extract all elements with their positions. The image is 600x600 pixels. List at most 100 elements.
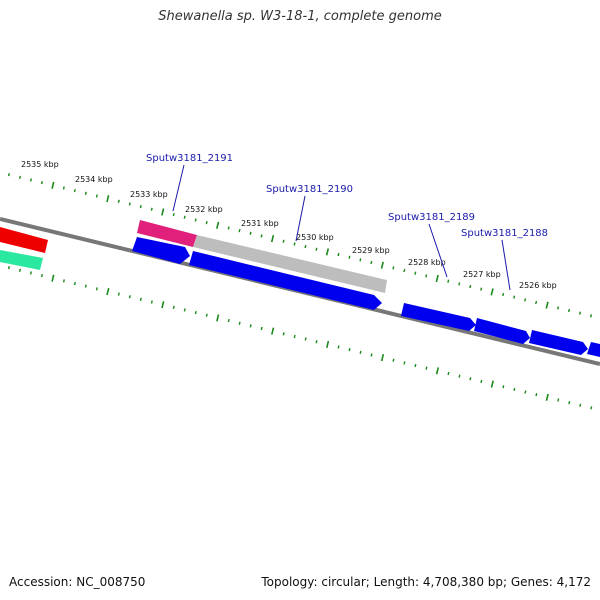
major-tick bbox=[106, 287, 110, 296]
minor-tick bbox=[95, 287, 98, 291]
pseudo-gene-feature[interactable] bbox=[193, 235, 387, 293]
minor-tick bbox=[392, 358, 395, 362]
gene-label[interactable]: Sputw3181_2191 bbox=[146, 153, 233, 164]
minor-tick bbox=[304, 244, 307, 249]
minor-tick bbox=[238, 228, 241, 233]
kbp-label: 2526 kbp bbox=[519, 281, 557, 290]
minor-tick bbox=[414, 271, 417, 275]
gene-feature-2191-forward[interactable] bbox=[137, 220, 197, 247]
minor-tick bbox=[84, 191, 87, 195]
minor-tick bbox=[62, 186, 65, 190]
major-tick bbox=[545, 393, 549, 401]
inner-tick-ring bbox=[7, 266, 593, 410]
minor-tick bbox=[447, 371, 450, 376]
minor-tick bbox=[139, 297, 142, 302]
minor-tick bbox=[7, 173, 10, 177]
major-tick bbox=[51, 274, 55, 282]
minor-tick bbox=[557, 306, 560, 310]
minor-tick bbox=[469, 284, 472, 289]
minor-tick bbox=[194, 218, 197, 222]
minor-tick bbox=[194, 311, 197, 315]
minor-tick bbox=[392, 266, 395, 270]
major-tick bbox=[380, 261, 384, 269]
minor-tick bbox=[238, 321, 241, 325]
red-feature[interactable] bbox=[0, 227, 48, 253]
minor-tick bbox=[293, 242, 296, 246]
minor-tick bbox=[337, 252, 340, 257]
minor-tick bbox=[282, 239, 285, 243]
minor-tick bbox=[568, 308, 571, 313]
minor-tick bbox=[84, 284, 87, 288]
major-tick bbox=[161, 208, 165, 216]
minor-tick bbox=[535, 300, 538, 305]
minor-tick bbox=[29, 271, 32, 275]
minor-tick bbox=[117, 199, 120, 203]
kbp-label: 2531 kbp bbox=[241, 219, 279, 228]
major-tick bbox=[271, 327, 275, 335]
leader-line bbox=[428, 223, 448, 278]
minor-tick bbox=[458, 374, 461, 378]
minor-tick bbox=[425, 274, 428, 278]
gene-label[interactable]: Sputw3181_2190 bbox=[266, 184, 353, 195]
genome-summary-text: Topology: circular; Length: 4,708,380 bp… bbox=[261, 575, 591, 589]
major-tick bbox=[435, 274, 439, 283]
minor-tick bbox=[524, 390, 527, 394]
gene-label[interactable]: Sputw3181_2188 bbox=[461, 228, 548, 239]
gene-arrow-2188[interactable] bbox=[474, 318, 530, 344]
minor-tick bbox=[568, 400, 571, 405]
minor-tick bbox=[227, 226, 230, 230]
kbp-label: 2532 kbp bbox=[185, 205, 223, 214]
minor-tick bbox=[370, 353, 373, 357]
minor-tick bbox=[260, 234, 263, 238]
gene-arrow-2189[interactable] bbox=[401, 303, 476, 331]
minor-tick bbox=[227, 318, 230, 323]
major-tick bbox=[325, 248, 330, 256]
minor-tick bbox=[95, 194, 98, 198]
minor-tick bbox=[590, 314, 593, 318]
minor-tick bbox=[128, 202, 131, 206]
kbp-label: 2530 kbp bbox=[296, 233, 334, 242]
gene-arrow-2190[interactable] bbox=[189, 251, 382, 310]
minor-tick bbox=[29, 178, 32, 182]
minor-tick bbox=[359, 350, 362, 354]
major-tick bbox=[161, 301, 165, 309]
leader-line bbox=[295, 195, 306, 242]
gene-arrow-2191[interactable] bbox=[132, 237, 190, 264]
minor-tick bbox=[205, 313, 208, 317]
minor-tick bbox=[73, 281, 76, 286]
kbp-label: 2535 kbp bbox=[21, 160, 59, 169]
gene-label[interactable]: Sputw3181_2189 bbox=[388, 212, 475, 223]
major-tick bbox=[490, 288, 494, 296]
major-tick bbox=[270, 235, 275, 243]
minor-tick bbox=[535, 393, 538, 397]
minor-tick bbox=[73, 189, 76, 193]
gene-labels: Sputw3181_2191 Sputw3181_2190 Sputw3181_… bbox=[146, 153, 548, 239]
minor-tick bbox=[139, 205, 142, 209]
teal-feature[interactable] bbox=[0, 250, 43, 270]
major-tick bbox=[326, 340, 330, 348]
accession-text: Accession: NC_008750 bbox=[9, 575, 146, 589]
minor-tick bbox=[172, 305, 175, 309]
minor-tick bbox=[40, 181, 43, 185]
major-tick bbox=[216, 221, 220, 229]
major-tick bbox=[51, 181, 55, 189]
minor-tick bbox=[249, 231, 252, 235]
minor-tick bbox=[304, 337, 307, 341]
minor-tick bbox=[579, 403, 582, 407]
kbp-labels: 2535 kbp 2534 kbp 2533 kbp 2532 kbp 2531… bbox=[21, 160, 557, 290]
minor-tick bbox=[172, 213, 175, 217]
outer-tick-ring bbox=[7, 173, 593, 318]
minor-tick bbox=[524, 298, 527, 302]
minor-tick bbox=[359, 258, 362, 262]
minor-tick bbox=[513, 295, 516, 299]
minor-tick bbox=[447, 279, 450, 283]
gene-arrow-edge[interactable] bbox=[587, 342, 600, 357]
minor-tick bbox=[183, 308, 186, 312]
gene-arrow-next[interactable] bbox=[529, 330, 588, 355]
minor-tick bbox=[62, 279, 65, 283]
major-tick bbox=[435, 367, 440, 375]
minor-tick bbox=[502, 385, 505, 389]
major-tick bbox=[106, 195, 110, 203]
kbp-label: 2534 kbp bbox=[75, 175, 113, 184]
